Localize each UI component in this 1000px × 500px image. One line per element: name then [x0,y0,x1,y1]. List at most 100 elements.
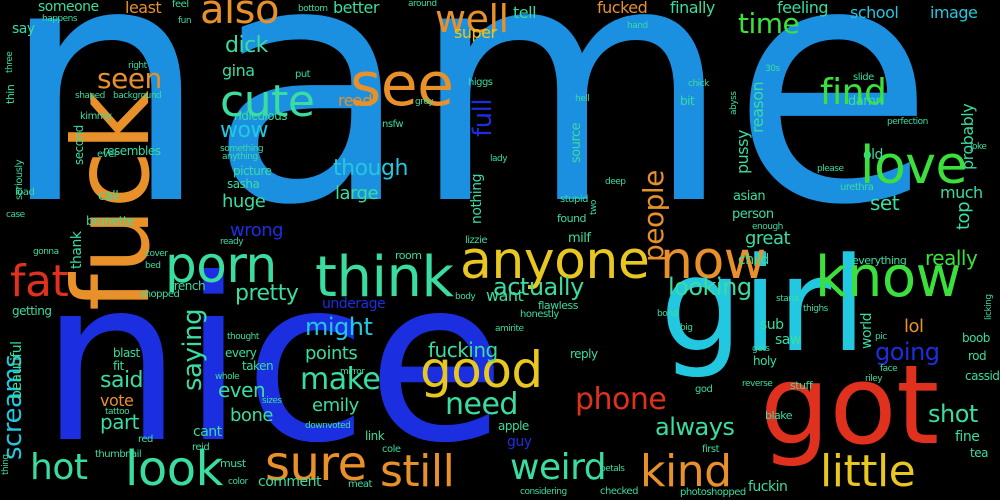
word-pussy: pussy [733,130,752,174]
word-finally: finally [670,0,715,17]
word-deep: deep [605,177,626,187]
word-even: even [218,378,266,402]
word-first: first [702,444,720,455]
word-seriously: seriously [14,159,25,200]
word-getting: getting [12,304,52,318]
word-found: found [557,212,587,225]
word-large: large [335,183,379,204]
word-nsfw: nsfw [382,119,404,130]
word-great: great [745,228,791,249]
word-thumbnail: thumbnail [95,449,142,460]
word-asian: asian [733,189,766,204]
word-lady: lady [490,154,508,164]
word-stand: stand [776,294,799,304]
word-saying: saying [178,308,208,391]
word-image: image [930,3,978,22]
word-face: face [880,364,898,374]
word-flawless: flawless [538,299,578,312]
word-reverse: reverse [742,379,773,389]
word-grey: grey [415,97,434,107]
word-might: might [305,313,373,341]
word-world: world [859,312,875,349]
word-know: know [815,245,961,310]
word-looking: looking [668,273,752,301]
word-porn: porn [165,236,277,294]
word-case: case [6,210,25,220]
word-bone: bone [230,405,273,426]
word-still: still [380,446,455,497]
word-someone: someone [38,0,99,15]
word-better: better [333,0,379,17]
word-weird: weird [510,447,607,488]
word-around: around [408,0,437,9]
word-thing: thing [1,454,11,475]
word-chick: chick [688,79,709,89]
word-gina: gina [222,61,255,80]
word-fuckin: fuckin [748,479,788,495]
word-little: little [820,446,916,497]
word-stupid: stupid [560,194,588,205]
word-anyone: anyone [460,231,650,291]
word-something: something [220,144,264,154]
word-boob: boob [962,331,990,345]
word-underage: underage [322,296,386,312]
word-must: must [220,457,246,470]
word-30s: 30s [765,64,780,74]
word-please: please [817,164,844,174]
word-three: three [5,51,15,73]
word-old: old [863,147,883,163]
word-picture: picture [233,164,272,178]
word-girl: girl [660,229,867,381]
word-said: said [100,368,144,393]
word-sub: sub [760,317,784,333]
word-good: good [420,341,543,399]
word-say: say [12,21,35,37]
word-feel: feel [172,0,189,10]
word-now: now [660,231,766,291]
word-emily: emily [312,395,359,416]
word-need: need [445,387,518,422]
word-whole: whole [215,372,240,382]
word-mirror: mirror [340,367,365,377]
word-vote: vote [100,391,134,410]
word-actually: actually [493,273,584,301]
word-slide: slide [853,72,874,83]
word-lizzie: lizzie [465,235,488,246]
word-tea: tea [970,446,988,460]
word-enough: enough [752,222,783,232]
word-part: part [100,410,140,434]
word-least: least [125,0,162,17]
word-probably: probably [958,104,977,171]
word-happens: happens [42,14,78,24]
word-pretty: pretty [235,281,299,306]
word-higgs: higgs [468,77,493,88]
word-joke: joke [970,142,987,152]
word-pic: pic [875,332,887,342]
word-milf: milf [568,231,591,246]
word-saw: saw [775,332,801,348]
word-points: points [305,343,358,364]
word-hell: hell [575,94,590,104]
word-blast: blast [113,346,140,360]
word-big: big [680,323,693,333]
word-amirite: amirite [495,324,524,334]
word-cassidy: cassidy [965,369,1000,383]
word-wrong: wrong [230,220,284,241]
word-also: also [200,0,279,33]
word-fat: fat [10,256,69,307]
word-gets: gets [752,344,770,354]
word-licking: licking [984,294,994,320]
word-much: much [940,183,983,202]
word-feeling: feeling [777,0,829,17]
word-thighs: thighs [803,304,828,314]
word-see: see [350,50,454,120]
word-bottom: bottom [298,4,328,14]
word-downvoted: downvoted [305,421,351,431]
word-checked: checked [600,486,638,497]
word-abyss: abyss [729,91,739,115]
word-stuff: stuff [790,379,813,392]
word-going: going [875,338,940,366]
word-damn: damn [848,94,884,109]
word-reply: reply [570,347,598,361]
